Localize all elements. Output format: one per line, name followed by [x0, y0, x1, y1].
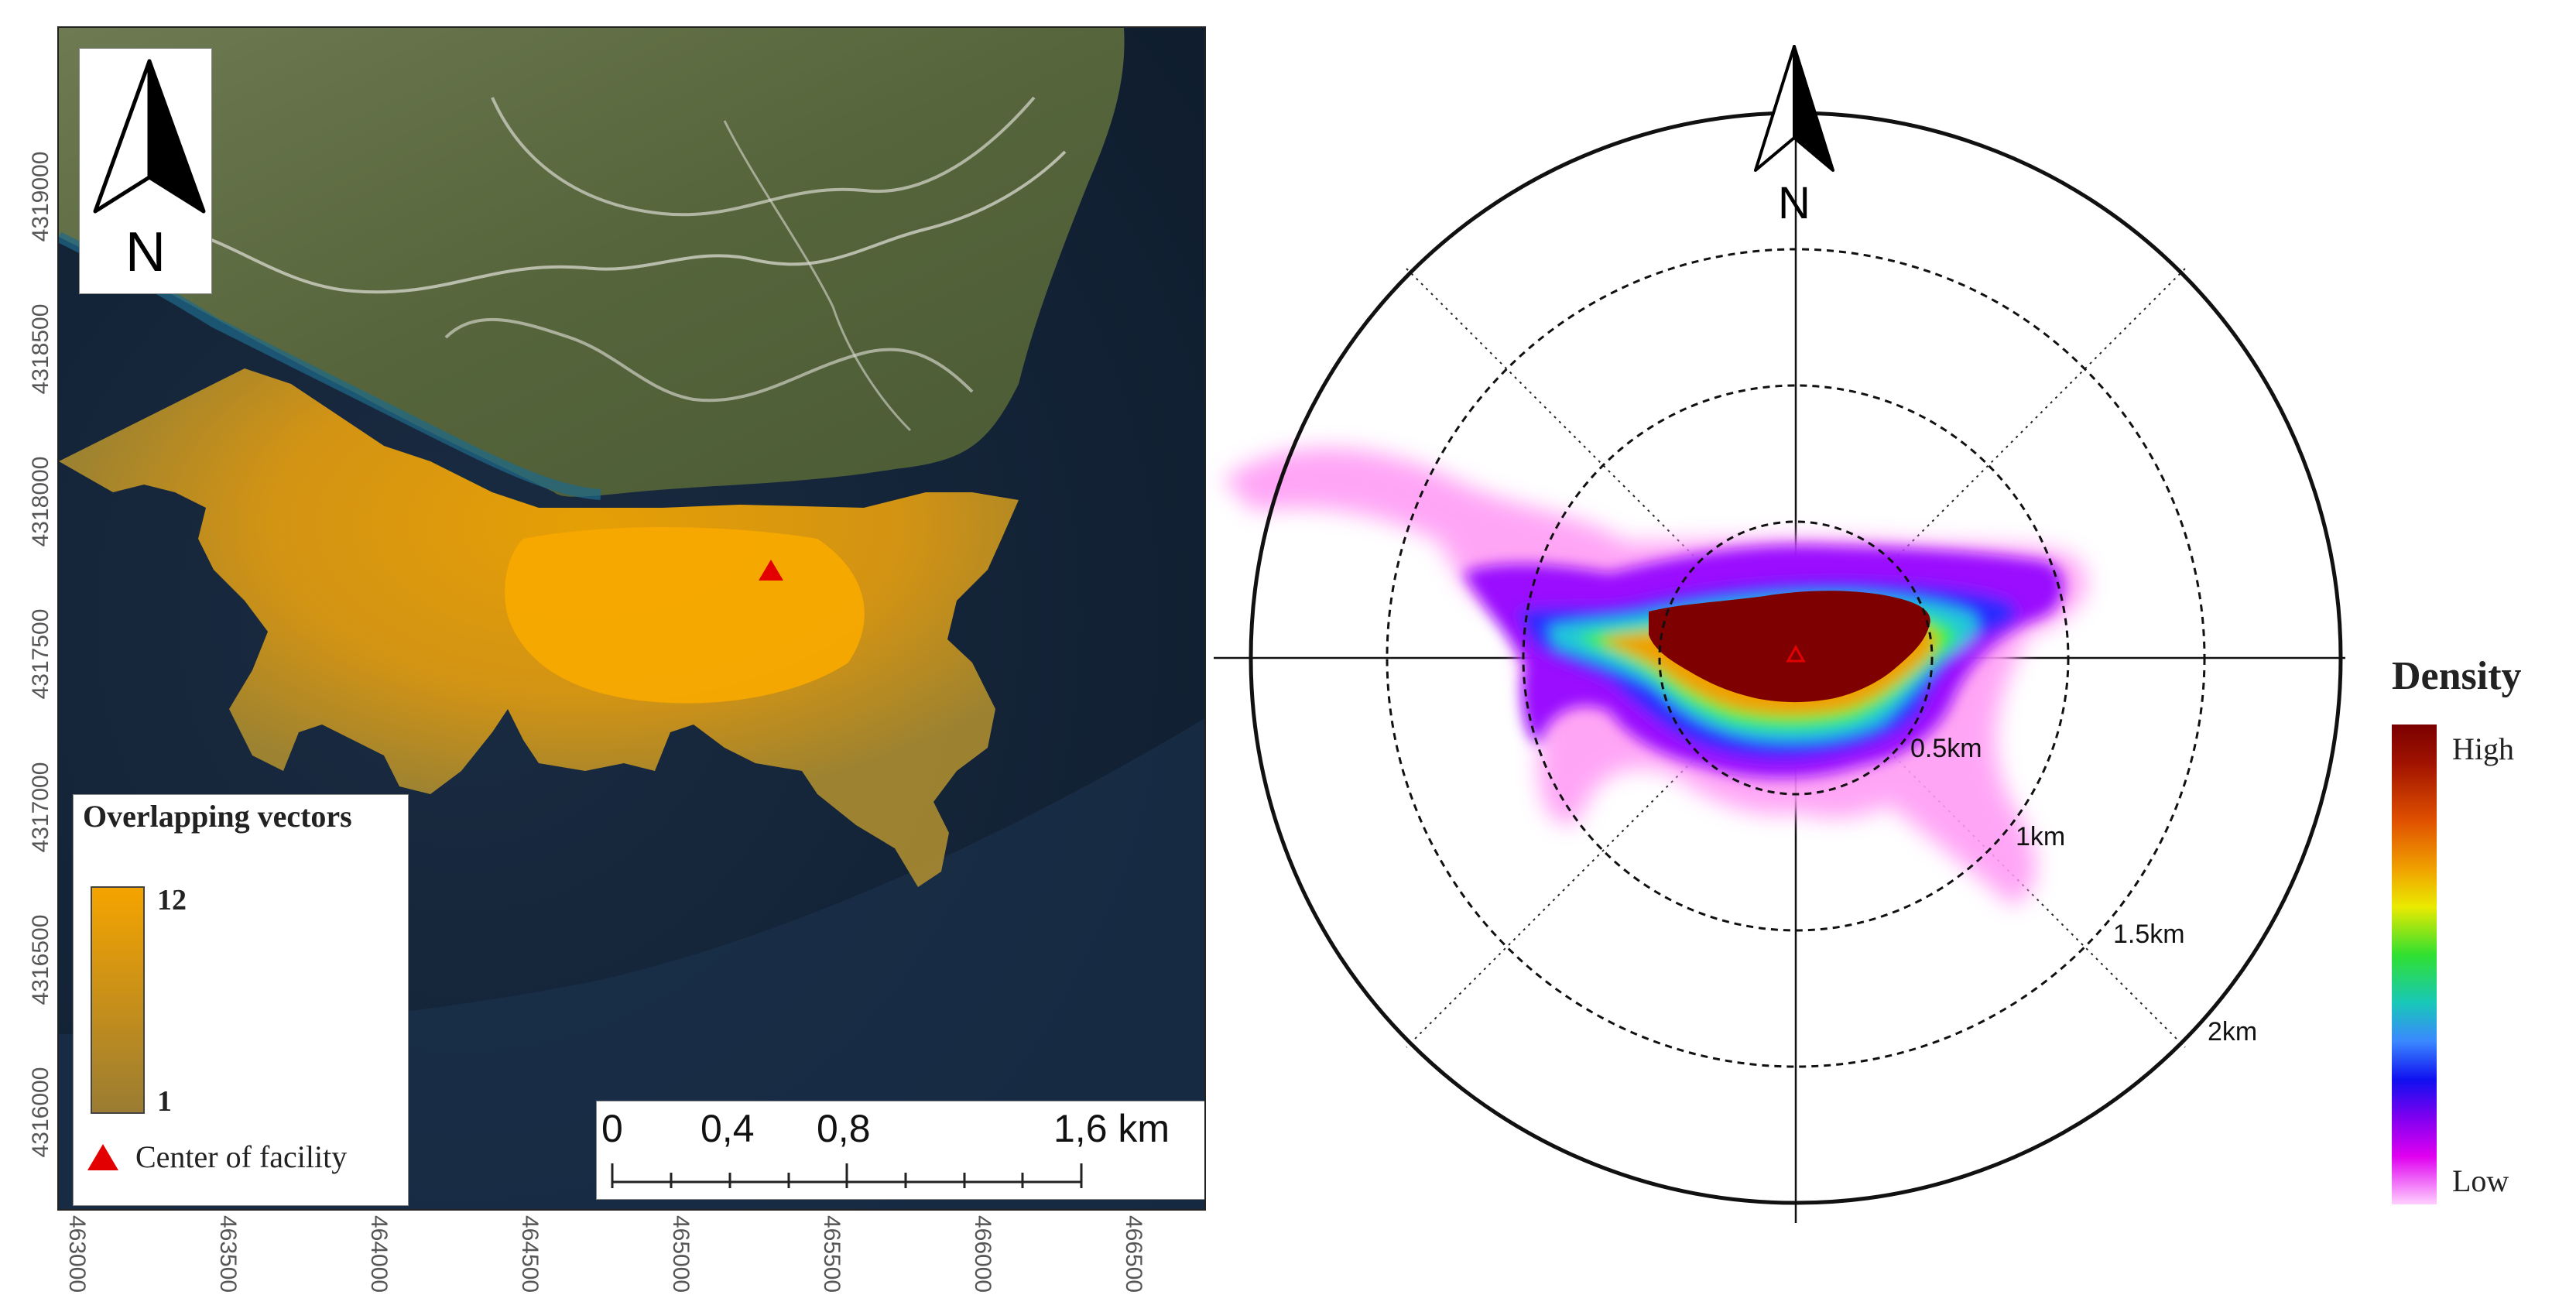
y-axis-label-4317500: 4317500	[28, 609, 53, 700]
ring-1km	[1522, 384, 2070, 932]
legend-max-value: 12	[157, 884, 187, 916]
road	[723, 120, 912, 432]
scale-label-1-6: 1,6 km	[1053, 1107, 1170, 1150]
scale-label-0-8: 0,8	[817, 1107, 871, 1150]
density-low-label: Low	[2452, 1163, 2509, 1198]
x-axis-label-466500: 466500	[1121, 1215, 1146, 1293]
y-axis-label-4317000: 4317000	[28, 762, 53, 853]
ring-label-0-5km: 0.5km	[1910, 734, 1982, 763]
overlap-legend: Overlapping vectors 12 1 Center of facil…	[73, 794, 409, 1206]
legend-color-ramp	[91, 886, 145, 1114]
scale-label-0-4: 0,4	[701, 1107, 755, 1150]
y-axis-label-4319000: 4319000	[28, 152, 53, 242]
north-arrow-icon	[93, 59, 206, 214]
y-axis-label-4316000: 4316000	[28, 1067, 53, 1158]
density-high-zone	[1649, 591, 1930, 703]
facility-center-marker	[1786, 644, 1806, 663]
map-axis-labels: 4319000 4318500 4318000 4317500 4317000 …	[28, 152, 1146, 1293]
north-label: N	[125, 221, 166, 283]
ring-label-1km: 1km	[2016, 822, 2065, 851]
ring-0-5km	[1658, 520, 1934, 796]
y-axis-label-4316500: 4316500	[28, 915, 53, 1005]
x-axis-label-465500: 465500	[819, 1215, 844, 1293]
polar-north-arrow-icon	[1754, 45, 1834, 172]
scale-bar-ticks	[611, 1163, 1083, 1188]
facility-triangle-icon	[87, 1144, 118, 1170]
legend-min-value: 1	[157, 1085, 172, 1118]
scale-bar: 0 0,4 0,8 1,6 km	[596, 1101, 1204, 1200]
polar-north-label: N	[1778, 178, 1810, 228]
north-arrow-box: N	[79, 48, 212, 294]
density-color-ramp	[2392, 725, 2437, 1204]
density-high-label: High	[2452, 731, 2514, 766]
legend-center-row: Center of facility	[87, 1139, 347, 1175]
road	[491, 96, 1036, 217]
ring-label-2km: 2km	[2208, 1017, 2257, 1047]
road	[104, 150, 1067, 294]
road	[444, 317, 974, 403]
polar-density-plot: 0.5km 1km 1.5km 2km N	[1214, 45, 2345, 1223]
ring-1-5km	[1386, 248, 2206, 1068]
x-axis-label-463000: 463000	[64, 1215, 90, 1293]
x-axis-label-463500: 463500	[215, 1215, 241, 1293]
scale-label-0: 0	[601, 1107, 623, 1150]
legend-center-label: Center of facility	[135, 1139, 348, 1174]
x-axis-label-464500: 464500	[517, 1215, 543, 1293]
ring-label-1-5km: 1.5km	[2113, 920, 2185, 949]
land-area	[59, 28, 1125, 497]
facility-marker	[759, 560, 783, 581]
satellite-map[interactable]: N Overlapping vectors 12 1 Center of fac…	[57, 26, 1206, 1211]
density-legend-title: Density	[2392, 654, 2522, 698]
density-legend: Density High Low	[2376, 650, 2576, 1223]
y-axis-label-4318000: 4318000	[28, 457, 53, 547]
x-axis-label-464000: 464000	[366, 1215, 392, 1293]
y-axis-label-4318500: 4318500	[28, 304, 53, 395]
x-axis-label-465000: 465000	[668, 1215, 694, 1293]
legend-title: Overlapping vectors	[83, 799, 352, 834]
x-axis-label-466000: 466000	[970, 1215, 995, 1293]
